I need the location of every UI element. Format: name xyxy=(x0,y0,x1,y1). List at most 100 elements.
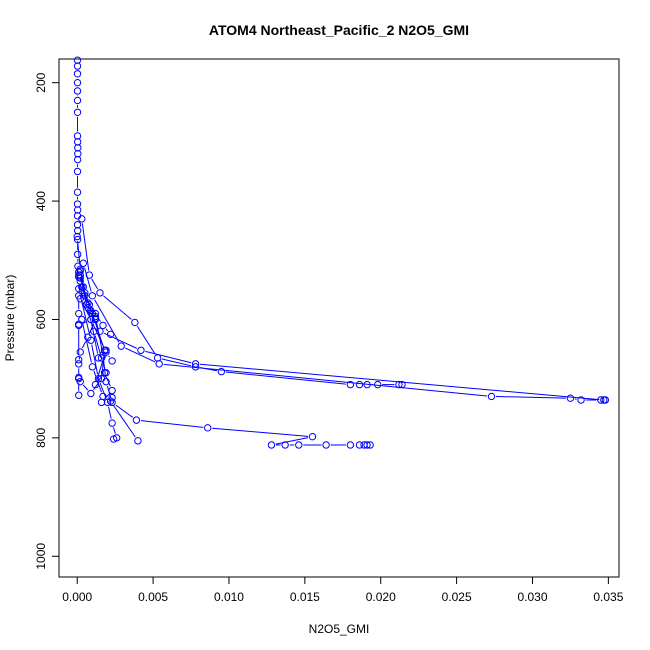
series-segment xyxy=(99,382,107,399)
data-point xyxy=(84,299,92,307)
data-point xyxy=(75,284,83,293)
data-point xyxy=(134,437,142,445)
data-point xyxy=(295,441,303,449)
data-point xyxy=(132,416,141,424)
series-segment xyxy=(91,278,99,290)
x-tick-label: 0.030 xyxy=(517,590,547,604)
x-tick-label: 0.020 xyxy=(366,590,396,604)
x-axis-label: N2O5_GMI xyxy=(309,622,370,636)
y-tick-label: 400 xyxy=(34,191,48,211)
data-point xyxy=(363,441,371,449)
data-point xyxy=(73,250,82,259)
data-point xyxy=(75,309,83,318)
series-6 xyxy=(75,284,121,443)
data-point xyxy=(73,232,81,241)
data-point xyxy=(79,259,87,267)
series-segment xyxy=(200,363,600,401)
series-segment xyxy=(77,241,81,265)
data-point xyxy=(76,265,84,273)
chart-title: ATOM4 Northeast_Pacific_2 N2O5_GMI xyxy=(209,22,469,38)
data-point xyxy=(75,292,83,300)
series-segment xyxy=(91,323,99,354)
data-point xyxy=(94,354,103,362)
series-13 xyxy=(75,315,116,365)
data-point xyxy=(106,397,115,405)
data-point xyxy=(600,396,608,404)
data-point xyxy=(73,70,82,78)
data-point xyxy=(81,289,89,297)
data-point xyxy=(487,392,496,401)
data-point xyxy=(73,188,82,196)
data-point xyxy=(346,380,355,389)
series-segment xyxy=(93,382,100,391)
series-segment xyxy=(79,292,91,336)
data-point xyxy=(355,441,364,449)
series-segment xyxy=(84,267,92,292)
series-segment xyxy=(275,437,309,445)
x-tick-label: 0.035 xyxy=(593,590,623,604)
series-segment xyxy=(91,308,94,311)
data-point xyxy=(108,398,116,407)
series-segment xyxy=(125,347,156,363)
data-point xyxy=(84,333,92,341)
series-segment xyxy=(89,306,94,315)
data-point xyxy=(96,289,104,297)
data-point xyxy=(99,392,107,401)
series-segment xyxy=(105,328,109,332)
data-point xyxy=(117,342,125,350)
data-point xyxy=(97,354,106,362)
series-3 xyxy=(79,259,610,404)
data-point xyxy=(281,441,289,449)
series-segment xyxy=(103,332,138,349)
series-layer xyxy=(73,56,610,449)
data-point xyxy=(87,315,95,324)
series-segment xyxy=(105,376,111,387)
series-2 xyxy=(78,215,406,389)
data-point xyxy=(73,78,82,87)
data-point xyxy=(102,369,110,377)
series-segment xyxy=(82,323,92,363)
data-point xyxy=(76,377,84,386)
series-segment xyxy=(87,308,94,328)
series-segment xyxy=(225,371,346,385)
series-segment xyxy=(212,427,309,437)
data-point xyxy=(267,441,276,449)
y-tick-label: 800 xyxy=(34,428,48,448)
data-point xyxy=(82,300,91,309)
data-point xyxy=(99,321,107,330)
data-point xyxy=(355,380,364,389)
series-5 xyxy=(82,300,374,449)
x-tick-label: 0.025 xyxy=(442,590,472,604)
x-tick-label: 0.000 xyxy=(62,590,92,604)
data-point xyxy=(73,96,82,105)
data-point xyxy=(153,354,162,362)
series-segment xyxy=(101,354,105,375)
series-segment xyxy=(81,223,90,271)
series-segment xyxy=(80,273,85,289)
series-segment xyxy=(94,335,101,354)
data-point xyxy=(108,386,116,395)
data-point xyxy=(97,374,106,383)
data-point xyxy=(87,389,95,398)
data-point xyxy=(97,398,106,407)
data-point xyxy=(566,394,575,402)
data-point xyxy=(78,315,86,324)
data-point xyxy=(75,360,83,368)
series-segment xyxy=(108,355,110,358)
data-point xyxy=(75,321,83,330)
data-point xyxy=(131,318,139,327)
data-point xyxy=(108,357,116,365)
series-segment xyxy=(496,396,566,399)
y-axis-label: Pressure (mbar) xyxy=(3,275,17,362)
data-point xyxy=(88,363,97,371)
x-tick-label: 0.010 xyxy=(214,590,244,604)
data-point xyxy=(73,167,82,176)
data-point xyxy=(88,292,97,300)
data-point xyxy=(108,393,116,402)
data-point xyxy=(75,391,83,399)
x-axis: 0.000 0.005 0.010 0.015 0.020 0.025 0.030 0.035 xyxy=(62,576,624,604)
data-point xyxy=(100,346,109,354)
series-segment xyxy=(136,325,156,355)
series-segment xyxy=(84,291,90,307)
series-segment xyxy=(112,427,116,434)
